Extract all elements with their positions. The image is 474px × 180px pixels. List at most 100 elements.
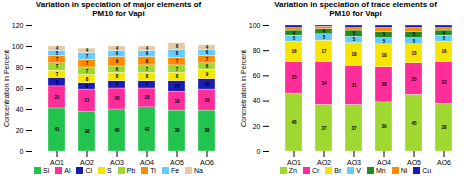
svg-text:4: 4 [116,46,119,51]
svg-text:AQ5: AQ5 [170,159,184,165]
svg-text:40: 40 [16,106,24,113]
svg-text:5: 5 [56,51,59,56]
svg-text:7: 7 [86,61,89,66]
svg-text:AQ1: AQ1 [50,159,64,165]
svg-text:8: 8 [56,80,59,85]
svg-text:5: 5 [383,39,386,44]
svg-text:6: 6 [86,84,89,89]
svg-text:18: 18 [144,95,150,100]
svg-text:16: 16 [291,49,297,54]
svg-text:7: 7 [56,72,59,77]
svg-text:AQ4: AQ4 [377,159,391,165]
svg-text:80: 80 [253,47,261,54]
svg-text:42: 42 [144,127,150,132]
svg-text:17: 17 [321,49,327,54]
svg-text:8: 8 [146,74,149,79]
svg-text:18: 18 [351,52,357,57]
svg-text:4: 4 [56,46,59,51]
svg-text:4: 4 [443,31,446,36]
svg-text:39: 39 [381,124,387,129]
svg-text:7: 7 [86,54,89,59]
svg-text:80: 80 [16,64,24,71]
svg-text:AQ5: AQ5 [407,159,421,165]
svg-text:AQ2: AQ2 [80,159,94,165]
svg-text:40: 40 [253,97,261,104]
svg-text:5: 5 [413,32,416,37]
svg-text:AQ2: AQ2 [317,159,331,165]
svg-text:39: 39 [204,128,210,133]
svg-text:AQ4: AQ4 [140,159,154,165]
svg-text:7: 7 [56,57,59,62]
svg-text:45: 45 [411,121,417,126]
svg-text:6: 6 [206,64,209,69]
svg-text:5: 5 [353,37,356,42]
svg-text:0: 0 [257,148,261,155]
svg-text:7: 7 [146,82,149,87]
svg-text:100: 100 [12,43,24,50]
svg-text:5: 5 [353,31,356,36]
svg-text:37: 37 [321,126,327,131]
svg-text:AQ6: AQ6 [200,159,214,165]
svg-text:Concnetration in Percent: Concnetration in Percent [240,50,247,127]
svg-text:10: 10 [174,84,180,89]
svg-text:9: 9 [206,72,209,77]
svg-text:7: 7 [116,82,119,87]
svg-text:25: 25 [291,75,297,80]
svg-text:10: 10 [204,82,210,87]
svg-text:7: 7 [206,57,209,62]
svg-text:15: 15 [411,51,417,56]
svg-text:20: 20 [253,123,261,130]
svg-text:46: 46 [291,120,297,125]
svg-text:21: 21 [54,95,60,100]
svg-text:5: 5 [383,32,386,37]
svg-text:6: 6 [146,51,149,56]
svg-text:9: 9 [116,59,119,64]
svg-text:Concentration in Percent: Concentration in Percent [3,50,10,127]
svg-text:31: 31 [351,83,357,88]
svg-text:6: 6 [116,67,119,72]
svg-text:5: 5 [443,36,446,41]
svg-text:25: 25 [411,76,417,81]
svg-text:8: 8 [116,74,119,79]
svg-text:60: 60 [16,85,24,92]
svg-text:8: 8 [86,76,89,81]
svg-text:6: 6 [206,50,209,55]
svg-text:120: 120 [12,22,24,29]
svg-text:4: 4 [146,46,149,51]
svg-text:0: 0 [20,148,24,155]
svg-text:7: 7 [176,67,179,72]
svg-text:18: 18 [174,99,180,104]
svg-text:28: 28 [381,82,387,87]
svg-text:4: 4 [86,48,89,53]
svg-text:7: 7 [146,67,149,72]
svg-text:7: 7 [176,59,179,64]
svg-text:5: 5 [413,39,416,44]
svg-text:AQ3: AQ3 [110,159,124,165]
svg-text:20: 20 [204,97,210,102]
svg-text:16: 16 [441,49,447,54]
svg-text:41: 41 [54,127,60,132]
svg-text:100: 100 [249,22,261,29]
svg-text:AQ3: AQ3 [347,159,361,165]
svg-text:8: 8 [176,74,179,79]
svg-text:38: 38 [84,129,90,134]
svg-text:8: 8 [146,59,149,64]
svg-text:7: 7 [86,69,89,74]
svg-text:6: 6 [116,51,119,56]
svg-text:8: 8 [176,51,179,56]
svg-text:18: 18 [381,53,387,58]
svg-text:4: 4 [206,45,209,50]
svg-text:40: 40 [114,128,120,133]
svg-text:38: 38 [441,125,447,130]
svg-text:34: 34 [321,81,327,86]
svg-text:21: 21 [84,98,90,103]
svg-text:AQ1: AQ1 [287,159,301,165]
svg-text:20: 20 [114,96,120,101]
svg-text:7: 7 [56,64,59,69]
svg-text:39: 39 [174,128,180,133]
svg-text:60: 60 [253,72,261,79]
svg-text:33: 33 [441,80,447,85]
svg-text:4: 4 [293,31,296,36]
svg-text:5: 5 [323,35,326,40]
svg-text:20: 20 [16,127,24,134]
